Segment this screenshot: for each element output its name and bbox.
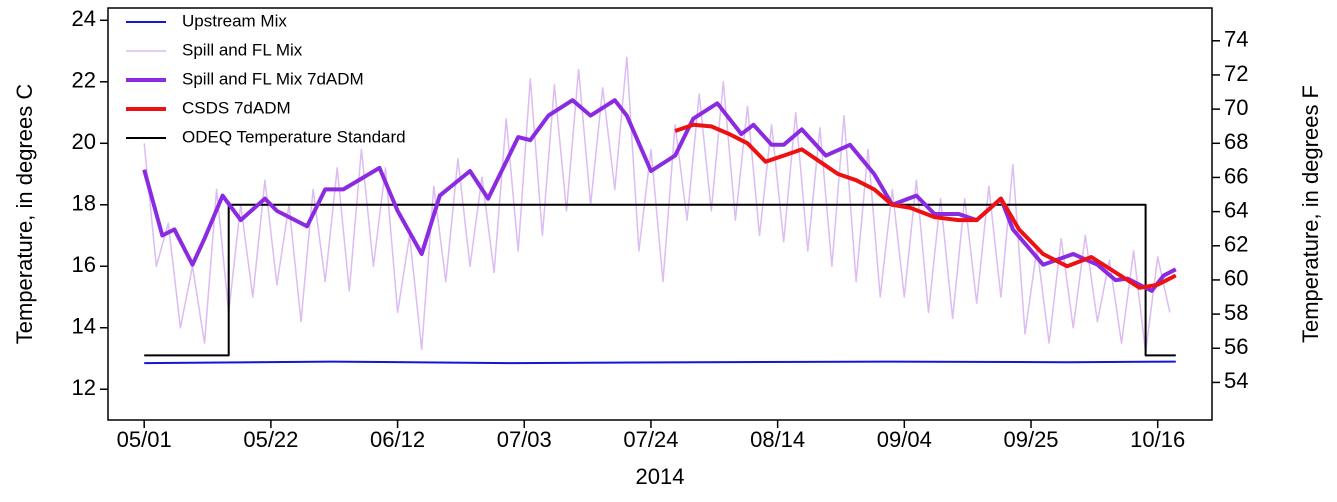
y2-tick-label: 66 — [1224, 163, 1248, 188]
y-tick-label: 24 — [72, 6, 96, 31]
legend-label: Spill and FL Mix — [182, 40, 303, 59]
y-tick-label: 12 — [72, 375, 96, 400]
y-axis-label: Temperature, in degrees C — [12, 84, 37, 345]
x-tick-label: 08/14 — [750, 427, 805, 452]
y-tick-label: 20 — [72, 129, 96, 154]
legend-label: Spill and FL Mix 7dADM — [182, 69, 364, 88]
y-tick-label: 16 — [72, 252, 96, 277]
y2-tick-label: 56 — [1224, 334, 1248, 359]
series-line — [142, 98, 1177, 293]
series-line — [674, 122, 1177, 290]
legend-label: ODEQ Temperature Standard — [182, 127, 406, 146]
x-tick-label: 06/12 — [370, 427, 425, 452]
y2-tick-label: 74 — [1224, 27, 1248, 52]
y2-tick-label: 58 — [1224, 300, 1248, 325]
x-tick-label: 09/04 — [877, 427, 932, 452]
y2-tick-label: 64 — [1224, 197, 1248, 222]
x-tick-label: 05/01 — [117, 427, 172, 452]
series-line — [144, 360, 1176, 365]
x-tick-label: 07/24 — [623, 427, 678, 452]
y2-tick-label: 68 — [1224, 129, 1248, 154]
y2-tick-label: 60 — [1224, 266, 1248, 291]
y-tick-label: 22 — [72, 68, 96, 93]
plot-frame — [107, 7, 1213, 421]
y2-axis-label: Temperature, in degrees F — [1298, 85, 1323, 343]
y2-tick-label: 72 — [1224, 61, 1248, 86]
y2-tick-label: 62 — [1224, 232, 1248, 257]
x-tick-label: 07/03 — [497, 427, 552, 452]
y-tick-label: 18 — [72, 191, 96, 216]
legend-label: Upstream Mix — [182, 11, 287, 30]
x-axis-label: 2014 — [636, 464, 685, 489]
y2-tick-label: 70 — [1224, 95, 1248, 120]
series-line — [144, 203, 1176, 357]
y2-tick-label: 54 — [1224, 368, 1248, 393]
x-tick-label: 05/22 — [243, 427, 298, 452]
y-tick-label: 14 — [72, 314, 96, 339]
x-tick-label: 10/16 — [1130, 427, 1185, 452]
legend-label: CSDS 7dADM — [182, 98, 291, 117]
x-tick-label: 09/25 — [1003, 427, 1058, 452]
